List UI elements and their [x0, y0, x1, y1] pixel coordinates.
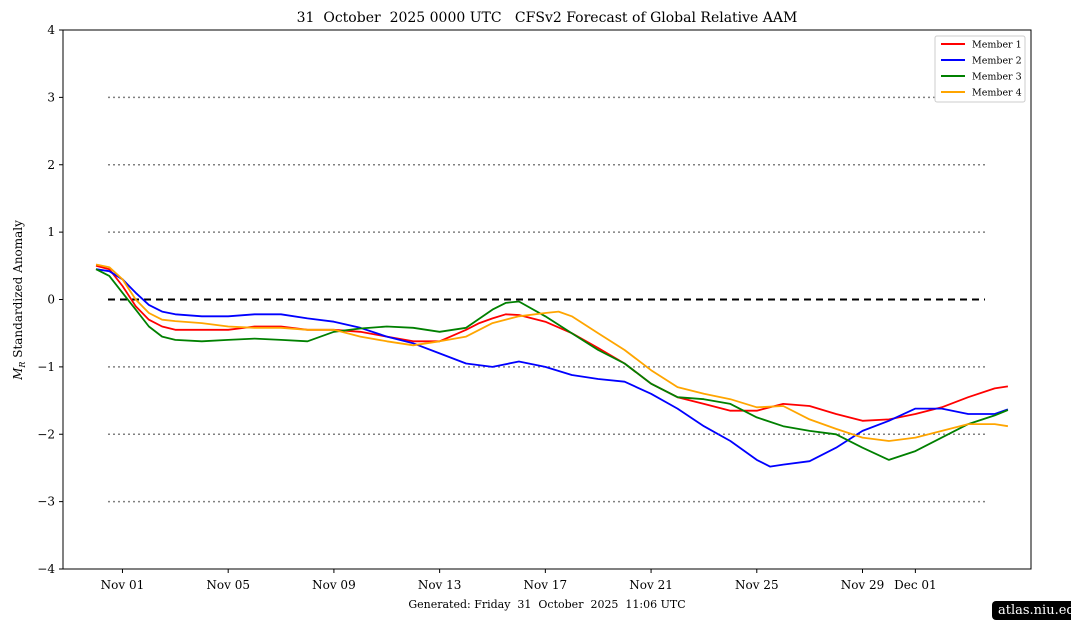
y-tick-label: −4 [37, 562, 55, 576]
footer-generated: Generated: Friday 31 October 2025 11:06 … [408, 598, 685, 611]
legend-label: Member 2 [972, 56, 1022, 67]
series-line-member-3 [95, 268, 1009, 461]
series-line-member-1 [95, 264, 1009, 422]
x-axis: Nov 01 Nov 05 Nov 09 Nov 13 Nov 17 Nov 21 Nov … [101, 569, 937, 592]
y-tick-label: 2 [47, 158, 55, 172]
x-tick-label: Nov 29 [841, 578, 885, 592]
reference-lines [108, 96, 985, 503]
x-tick-label: Dec 01 [894, 578, 937, 592]
y-tick-label: 1 [47, 225, 55, 239]
y-tick-label: 0 [47, 293, 55, 307]
y-tick-label: −2 [37, 427, 55, 441]
y-tick-label: −1 [37, 360, 55, 374]
legend: Member 1 Member 2 Member 3 Member 4 [934, 35, 1026, 103]
y-tick-label: 4 [47, 23, 55, 37]
series-line-member-4 [95, 263, 1009, 442]
x-tick-label: Nov 13 [418, 578, 462, 592]
series-line-member-2 [95, 268, 1009, 468]
x-tick-label: Nov 21 [629, 578, 673, 592]
x-tick-label: Nov 09 [312, 578, 356, 592]
y-tick-label: 3 [47, 90, 55, 104]
legend-label: Member 1 [972, 40, 1022, 51]
watermark-badge: atlas.niu.edu [992, 601, 1071, 620]
y-tick-label: −3 [37, 495, 55, 509]
legend-label: Member 3 [972, 72, 1022, 83]
chart-title: 31 October 2025 0000 UTC CFSv2 Forecast … [297, 10, 798, 26]
x-tick-label: Nov 17 [524, 578, 568, 592]
x-tick-label: Nov 25 [735, 578, 779, 592]
legend-box [934, 35, 1026, 103]
y-axis-label: MR Standardized Anomaly [11, 220, 27, 381]
y-axis: −4 −3 −2 −1 0 1 2 3 4 [37, 23, 63, 576]
x-tick-label: Nov 01 [101, 578, 145, 592]
series-lines [95, 263, 1009, 468]
x-tick-label: Nov 05 [206, 578, 250, 592]
legend-label: Member 4 [972, 88, 1022, 99]
